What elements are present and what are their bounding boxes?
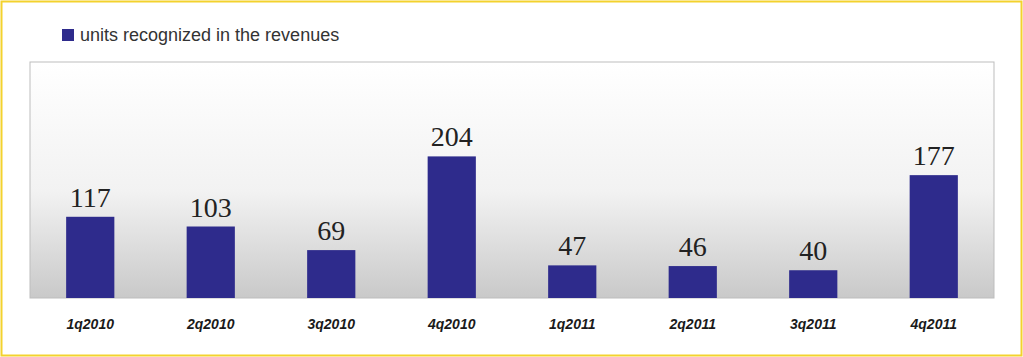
bar: [187, 227, 235, 298]
legend-swatch: [62, 29, 74, 41]
data-label: 47: [558, 230, 586, 261]
category-label: 1q2011: [549, 316, 596, 332]
plot-frame: [30, 62, 994, 298]
chart: 117 103 69 204 47 46 40 177 1q2010 2q2010 3q2010 4q…: [0, 0, 1023, 357]
data-label: 103: [190, 192, 232, 223]
bar: [428, 156, 476, 298]
data-labels: 117 103 69 204 47 46 40 177: [70, 121, 955, 266]
bar: [669, 266, 717, 298]
category-label: 3q2010: [308, 316, 356, 332]
category-label: 1q2010: [67, 316, 115, 332]
legend-label: units recognized in the revenues: [80, 25, 339, 45]
legend: units recognized in the revenues: [62, 25, 339, 45]
category-label: 4q2011: [910, 316, 958, 332]
bar: [789, 270, 837, 298]
data-label: 40: [799, 235, 827, 266]
bar: [66, 217, 114, 298]
bars: [66, 156, 958, 298]
data-label: 69: [317, 215, 345, 246]
data-label: 204: [431, 121, 473, 152]
data-label: 177: [913, 140, 955, 171]
bar: [307, 250, 355, 298]
bar: [910, 175, 958, 298]
category-label: 3q2011: [790, 316, 837, 332]
data-label: 46: [679, 231, 707, 262]
x-axis: 1q2010 2q2010 3q2010 4q2010 1q2011 2q2011 3q20…: [67, 316, 958, 332]
bar: [548, 265, 596, 298]
outer-border: [2, 2, 1022, 356]
category-label: 4q2010: [427, 316, 476, 332]
category-label: 2q2010: [186, 316, 235, 332]
category-label: 2q2011: [669, 316, 717, 332]
data-label: 117: [70, 182, 111, 213]
